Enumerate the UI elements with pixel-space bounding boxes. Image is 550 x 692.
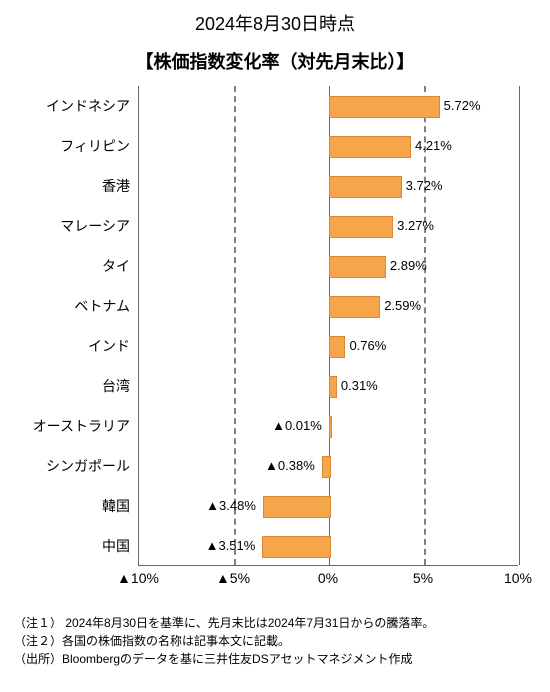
bar-row: ▲0.38% bbox=[139, 446, 518, 486]
bar-row: 2.89% bbox=[139, 246, 518, 286]
bar-row: 3.72% bbox=[139, 166, 518, 206]
x-tick-label: 10% bbox=[504, 570, 532, 586]
x-tick-label: 5% bbox=[413, 570, 433, 586]
bar bbox=[329, 96, 440, 118]
category-label: インド bbox=[18, 326, 130, 366]
gridline-major bbox=[519, 86, 520, 565]
bar bbox=[329, 136, 411, 158]
x-tick-label: ▲10% bbox=[117, 570, 159, 586]
category-label: 香港 bbox=[18, 166, 130, 206]
bar-value-label: ▲0.01% bbox=[272, 418, 322, 433]
category-label: マレーシア bbox=[18, 206, 130, 246]
category-label: 台湾 bbox=[18, 366, 130, 406]
page: 2024年8月30日時点 【株価指数変化率（対先月末比）】 5.72% 4.21%… bbox=[0, 0, 550, 692]
x-tick-label: ▲5% bbox=[216, 570, 250, 586]
bar-value-label: ▲3.48% bbox=[206, 498, 256, 513]
bar-value-label: 3.27% bbox=[397, 218, 434, 233]
bar-value-label: 0.31% bbox=[341, 378, 378, 393]
bar-value-label: 2.89% bbox=[390, 258, 427, 273]
category-label: 中国 bbox=[18, 526, 130, 566]
bar-value-label: 0.76% bbox=[349, 338, 386, 353]
category-label: インドネシア bbox=[18, 86, 130, 126]
bar-value-label: 5.72% bbox=[444, 98, 481, 113]
bar-row: 4.21% bbox=[139, 126, 518, 166]
bar-row: ▲3.48% bbox=[139, 486, 518, 526]
x-tick-label: 0% bbox=[318, 570, 338, 586]
bar-row: ▲3.51% bbox=[139, 526, 518, 566]
bar-row: 0.31% bbox=[139, 366, 518, 406]
bar bbox=[329, 336, 345, 358]
bar bbox=[329, 216, 393, 238]
bar-row: 2.59% bbox=[139, 286, 518, 326]
bar bbox=[329, 416, 332, 438]
footnote-3: （出所）Bloombergのデータを基に三井住友DSアセットマネジメント作成 bbox=[14, 650, 536, 668]
bar-row: 0.76% bbox=[139, 326, 518, 366]
category-label: オーストラリア bbox=[18, 406, 130, 446]
bar bbox=[329, 256, 386, 278]
plot-area: 5.72% 4.21% 3.72% 3.27% 2.89% 2.59% 0.76% 0.31%… bbox=[138, 86, 518, 566]
category-label: シンガポール bbox=[18, 446, 130, 486]
bar-value-label: 2.59% bbox=[384, 298, 421, 313]
bar bbox=[322, 456, 331, 478]
category-label: 韓国 bbox=[18, 486, 130, 526]
bar-row: 5.72% bbox=[139, 86, 518, 126]
bar bbox=[329, 376, 337, 398]
chart: 5.72% 4.21% 3.72% 3.27% 2.89% 2.59% 0.76% 0.31%… bbox=[18, 86, 532, 602]
category-label: フィリピン bbox=[18, 126, 130, 166]
footnote-1: （注１） 2024年8月30日を基準に、先月末比は2024年7月31日からの騰落… bbox=[14, 614, 536, 632]
bar bbox=[262, 536, 331, 558]
bar-row: ▲0.01% bbox=[139, 406, 518, 446]
bar bbox=[263, 496, 331, 518]
chart-title: 【株価指数変化率（対先月末比）】 bbox=[0, 48, 550, 74]
date-text: 2024年8月30日時点 bbox=[0, 10, 550, 36]
bar-value-label: ▲3.51% bbox=[206, 538, 256, 553]
category-label: ベトナム bbox=[18, 286, 130, 326]
bar-row: 3.27% bbox=[139, 206, 518, 246]
footnote-2: （注２）各国の株価指数の名称は記事本文に記載。 bbox=[14, 632, 536, 650]
bar bbox=[329, 296, 380, 318]
bar bbox=[329, 176, 402, 198]
bar-value-label: ▲0.38% bbox=[265, 458, 315, 473]
category-label: タイ bbox=[18, 246, 130, 286]
footnotes: （注１） 2024年8月30日を基準に、先月末比は2024年7月31日からの騰落… bbox=[14, 614, 536, 668]
bar-value-label: 4.21% bbox=[415, 138, 452, 153]
bar-value-label: 3.72% bbox=[406, 178, 443, 193]
